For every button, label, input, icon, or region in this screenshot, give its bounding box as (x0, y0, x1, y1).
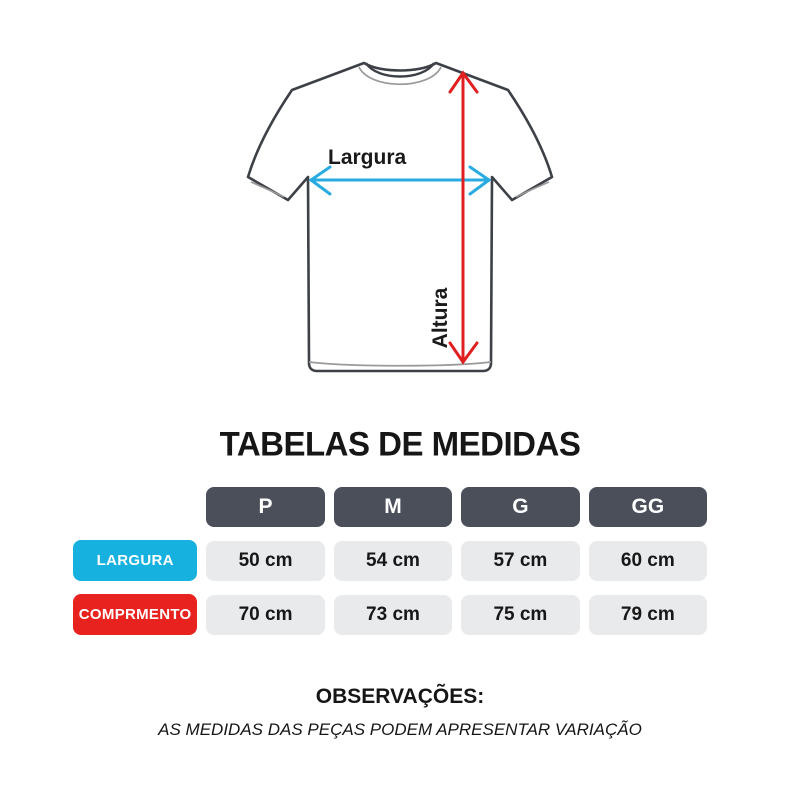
svg-text:Largura: Largura (328, 146, 407, 169)
svg-text:Altura: Altura (429, 287, 452, 348)
